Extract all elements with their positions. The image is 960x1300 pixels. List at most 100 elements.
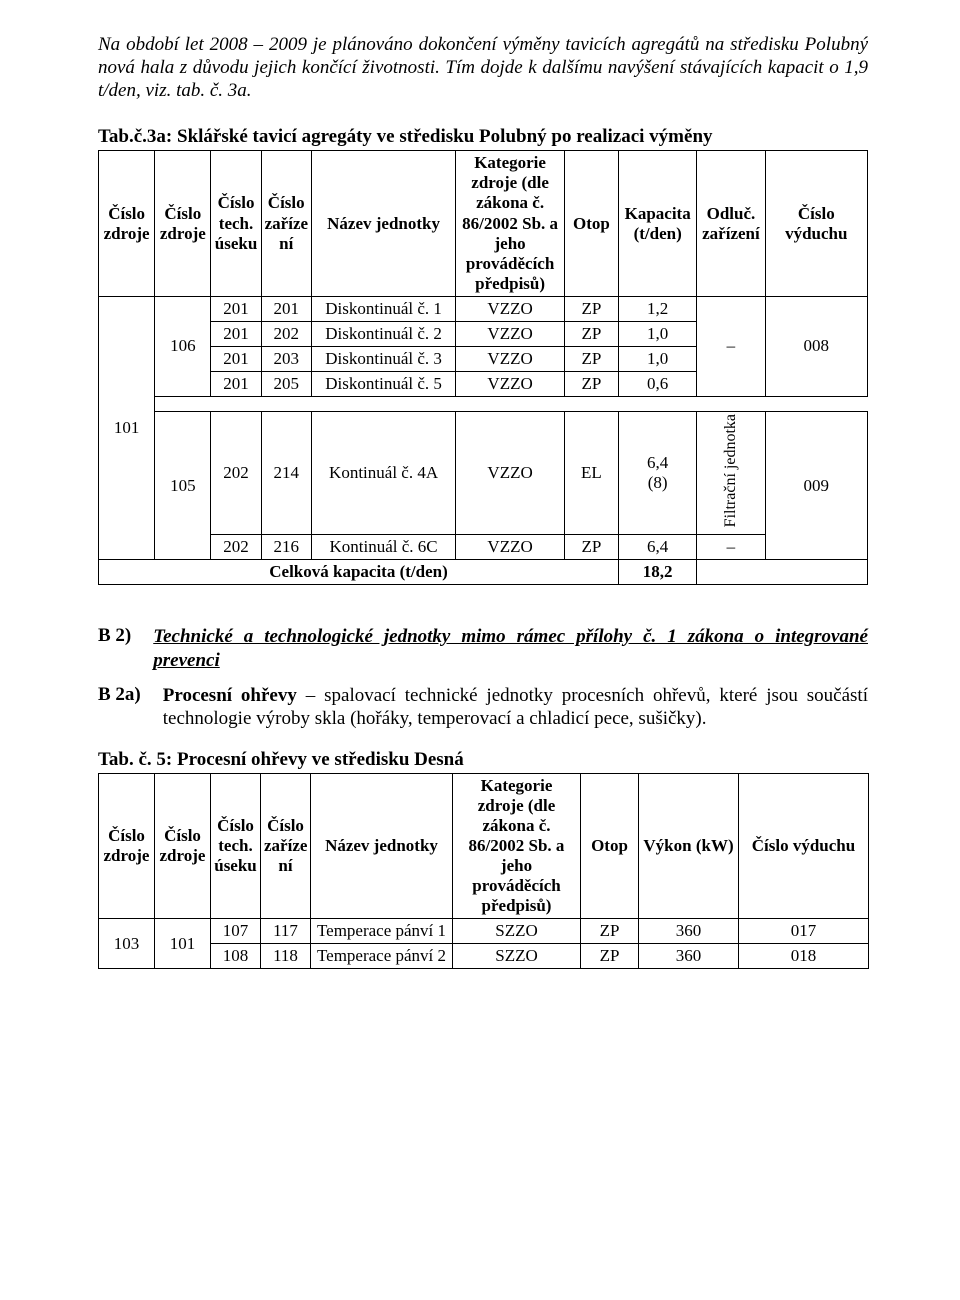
cell: Diskontinuál č. 3 <box>311 346 456 371</box>
cell: 105 <box>155 411 211 559</box>
cell: 107 <box>211 919 261 944</box>
cell: Temperace pánví 2 <box>311 944 453 969</box>
cell: ZP <box>564 321 618 346</box>
cell: 202 <box>211 535 261 560</box>
cell: ZP <box>564 535 618 560</box>
table-total-row: Celková kapacita (t/den) 18,2 <box>99 560 868 585</box>
col-header: Číslo zaříze ní <box>261 151 311 296</box>
cell: Temperace pánví 1 <box>311 919 453 944</box>
gap-cell <box>155 396 211 411</box>
gap-cell <box>697 396 765 411</box>
table-gap-row <box>99 396 868 411</box>
cell: 201 <box>261 296 311 321</box>
cell: 103 <box>99 919 155 969</box>
col-header: Číslo výduchu <box>765 151 867 296</box>
section-b2-text: Technické a technologické jednotky mimo … <box>153 625 868 672</box>
cell: 1,2 <box>619 296 697 321</box>
cell: ZP <box>564 371 618 396</box>
col-header: Kategorie zdroje (dle zákona č. 86/2002 … <box>456 151 564 296</box>
gap-cell <box>261 396 311 411</box>
section-b2: B 2) Technické a technologické jednotky … <box>98 625 868 672</box>
table-3a: Číslo zdroje Číslo zdroje Číslo tech. ús… <box>98 150 868 585</box>
table-3a-header-row: Číslo zdroje Číslo zdroje Číslo tech. ús… <box>99 151 868 296</box>
col-header: Název jednotky <box>311 151 456 296</box>
cell: 205 <box>261 371 311 396</box>
cell: 216 <box>261 535 311 560</box>
cell: 214 <box>261 411 311 534</box>
cap-line1: 6,4 <box>647 453 668 472</box>
cell: 360 <box>639 944 739 969</box>
col-header: Číslo tech. úseku <box>211 151 261 296</box>
cell-odluc-filtracni: Filtrační jednotka <box>697 411 765 534</box>
cell: Diskontinuál č. 2 <box>311 321 456 346</box>
gap-cell <box>765 396 867 411</box>
table-5: Číslo zdroje Číslo zdroje Číslo tech. ús… <box>98 773 869 969</box>
cell: 203 <box>261 346 311 371</box>
cell: 017 <box>739 919 869 944</box>
cell: 202 <box>211 411 261 534</box>
cell: – <box>697 296 765 396</box>
section-b2a: B 2a) Procesní ohřevy – spalovací techni… <box>98 684 868 731</box>
gap-cell <box>456 396 564 411</box>
col-header: Číslo tech. úseku <box>211 773 261 918</box>
cell: 202 <box>261 321 311 346</box>
section-b2a-text: Procesní ohřevy – spalovací technické je… <box>163 684 868 731</box>
gap-cell <box>619 396 697 411</box>
cell: 360 <box>639 919 739 944</box>
cell: VZZO <box>456 296 564 321</box>
cell: VZZO <box>456 321 564 346</box>
cell: VZZO <box>456 346 564 371</box>
cell: 108 <box>211 944 261 969</box>
total-value: 18,2 <box>619 560 697 585</box>
col-header: Kategorie zdroje (dle zákona č. 86/2002 … <box>453 773 581 918</box>
col-header: Číslo zdroje <box>155 151 211 296</box>
intro-paragraph: Na období let 2008 – 2009 je plánováno d… <box>98 34 868 102</box>
cell: ZP <box>564 346 618 371</box>
cell: 201 <box>211 321 261 346</box>
cell: Kontinuál č. 6C <box>311 535 456 560</box>
cell: 118 <box>261 944 311 969</box>
cell: VZZO <box>456 411 564 534</box>
cell: 201 <box>211 346 261 371</box>
cell: ZP <box>581 944 639 969</box>
gap-cell <box>211 396 261 411</box>
total-label: Celková kapacita (t/den) <box>99 560 619 585</box>
cell: 117 <box>261 919 311 944</box>
table-row: 105 202 214 Kontinuál č. 4A VZZO EL 6,4 … <box>99 411 868 534</box>
col-header: Odluč. zařízení <box>697 151 765 296</box>
col-header: Číslo zaříze ní <box>261 773 311 918</box>
col-header: Název jednotky <box>311 773 453 918</box>
cell: 6,4 <box>619 535 697 560</box>
total-empty <box>697 560 868 585</box>
cell: Diskontinuál č. 1 <box>311 296 456 321</box>
cell: EL <box>564 411 618 534</box>
cell: 018 <box>739 944 869 969</box>
table-row: 202 216 Kontinuál č. 6C VZZO ZP 6,4 – <box>99 535 868 560</box>
cell: 009 <box>765 411 867 559</box>
cell: 201 <box>211 371 261 396</box>
table-row: 101 106 201 201 Diskontinuál č. 1 VZZO Z… <box>99 296 868 321</box>
table-5-caption: Tab. č. 5: Procesní ohřevy ve středisku … <box>98 749 868 771</box>
col-header: Číslo zdroje <box>155 773 211 918</box>
cap-line2: (8) <box>648 473 668 492</box>
cell: 101 <box>155 919 211 969</box>
table-5-header-row: Číslo zdroje Číslo zdroje Číslo tech. ús… <box>99 773 869 918</box>
cell: 106 <box>155 296 211 396</box>
table-3a-caption: Tab.č.3a: Sklářské tavicí agregáty ve st… <box>98 126 868 148</box>
cell: SZZO <box>453 919 581 944</box>
section-b2-label: B 2) <box>98 625 131 647</box>
cell: Diskontinuál č. 5 <box>311 371 456 396</box>
col-header: Výkon (kW) <box>639 773 739 918</box>
gap-cell <box>311 396 456 411</box>
cell: ZP <box>581 919 639 944</box>
gap-cell <box>564 396 618 411</box>
cell: – <box>697 535 765 560</box>
cell: VZZO <box>456 371 564 396</box>
cell: 101 <box>99 296 155 560</box>
cell: 1,0 <box>619 321 697 346</box>
cell: Kontinuál č. 4A <box>311 411 456 534</box>
table-row: 108 118 Temperace pánví 2 SZZO ZP 360 01… <box>99 944 869 969</box>
cell: 008 <box>765 296 867 396</box>
col-header: Číslo zdroje <box>99 151 155 296</box>
col-header: Kapacita (t/den) <box>619 151 697 296</box>
